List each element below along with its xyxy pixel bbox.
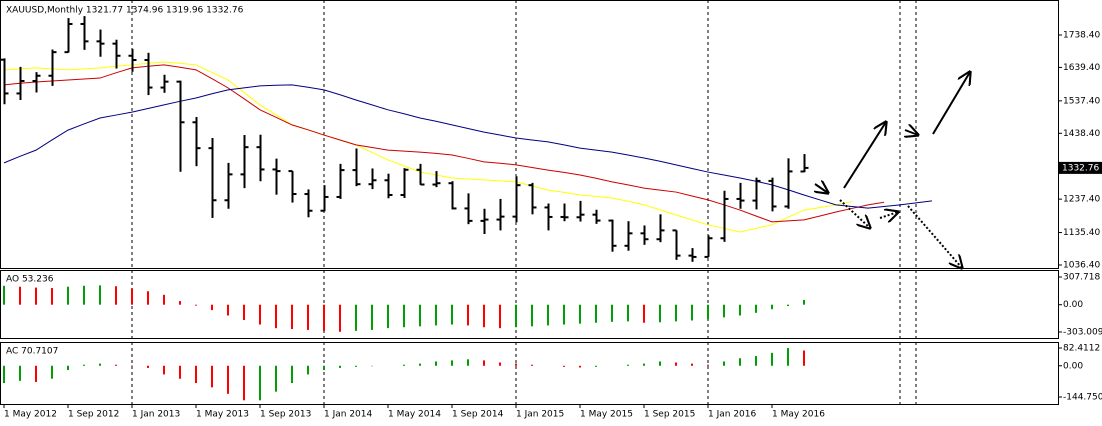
ohlc-bar	[208, 137, 217, 218]
ohlc-bar	[640, 225, 649, 245]
arrow	[932, 72, 970, 135]
arrow	[815, 184, 828, 193]
ohlc-bar	[480, 208, 489, 234]
ohlc-bar	[544, 203, 553, 231]
x-tick-label: 1 Jan 2015	[516, 410, 564, 420]
ohlc-bar	[48, 49, 57, 86]
arrow	[907, 205, 962, 268]
arrow	[843, 122, 886, 189]
y-tick-label: 1237.40	[1063, 195, 1100, 205]
x-tick-label: 1 May 2015	[580, 410, 633, 420]
arrow	[905, 130, 918, 135]
ao-title: AO 53.236	[6, 275, 54, 285]
x-tick-label: 1 May 2013	[196, 410, 249, 420]
ohlc-bar	[64, 18, 73, 54]
ao-pane	[0, 270, 1059, 339]
ohlc-bar	[16, 66, 25, 100]
ohlc-bar	[624, 221, 633, 251]
ohlc-bar	[320, 185, 329, 212]
x-tick-label: 1 May 2014	[388, 410, 441, 420]
ohlc-bar	[704, 235, 713, 258]
price-box	[1058, 161, 1102, 174]
ohlc-bar	[384, 173, 393, 199]
arrow	[839, 199, 870, 228]
ohlc-bar	[144, 52, 153, 96]
y-tick-label: 0.00	[1063, 361, 1083, 371]
ohlc-bar	[464, 193, 473, 225]
ohlc-bar	[752, 177, 761, 210]
moving-average	[3, 84, 933, 209]
ohlc-bar	[288, 170, 297, 203]
y-tick-label: 1438.40	[1063, 129, 1100, 139]
ohlc-bar	[416, 163, 425, 186]
moving-average	[3, 64, 885, 223]
ohlc-bar	[656, 214, 665, 243]
y-tick-label: 0.00	[1063, 300, 1083, 310]
ohlc-bar	[784, 158, 793, 209]
ohlc-bar	[592, 209, 601, 224]
y-tick-label: 1639.40	[1063, 63, 1100, 73]
ohlc-bar	[352, 148, 361, 187]
y-tick-label: -303.009	[1063, 328, 1102, 338]
ohlc-bar	[160, 74, 169, 93]
ohlc-bar	[432, 171, 441, 188]
ohlc-bar	[720, 190, 729, 242]
y-tick-label: -144.7504	[1063, 392, 1102, 402]
ohlc-bar	[400, 168, 409, 198]
ohlc-bar	[128, 48, 137, 72]
ohlc-bar	[192, 117, 201, 167]
ohlc-bar	[448, 181, 457, 210]
ac-pane	[0, 342, 1059, 405]
ohlc-bar	[688, 248, 697, 262]
moving-average	[3, 61, 853, 233]
x-tick-label: 1 May 2012	[4, 410, 57, 420]
y-tick-label: 307.718	[1063, 272, 1100, 282]
current-price: 1332.76	[1062, 163, 1099, 173]
ohlc-bar	[272, 158, 281, 195]
ohlc-bar	[256, 134, 265, 182]
ohlc-bar	[224, 162, 233, 209]
x-tick-label: 1 Jan 2014	[324, 410, 372, 420]
ohlc-bar	[96, 29, 105, 57]
ohlc-bar	[32, 72, 41, 93]
x-tick-label: 1 Jan 2013	[132, 410, 180, 420]
y-tick-label: 1537.40	[1063, 96, 1100, 106]
ohlc-bar	[240, 135, 249, 189]
ohlc-bar	[736, 182, 745, 209]
y-tick-label: 1036.40	[1063, 260, 1100, 270]
ohlc-bar	[672, 229, 681, 260]
x-tick-label: 1 Sep 2012	[68, 410, 119, 420]
ohlc-bar	[768, 177, 777, 212]
ohlc-bar	[800, 154, 809, 173]
ohlc-bar	[528, 182, 537, 215]
chart-title: XAUUSD,Monthly 1321.77 1374.96 1319.96 1…	[6, 6, 244, 16]
y-tick-label: 1135.40	[1063, 228, 1100, 238]
ohlc-bar	[0, 58, 9, 105]
x-tick-label: 1 Sep 2014	[452, 410, 504, 420]
ohlc-bar	[608, 219, 617, 252]
x-tick-label: 1 Sep 2015	[644, 410, 695, 420]
x-tick-label: 1 Sep 2013	[260, 410, 311, 420]
ac-title: AC 70.7107	[6, 347, 58, 357]
x-tick-label: 1 Jan 2016	[708, 410, 756, 420]
ohlc-bar	[304, 189, 313, 218]
y-tick-label: 1738.40	[1063, 30, 1100, 40]
y-tick-label: 82.4112	[1063, 343, 1100, 353]
ohlc-bar	[576, 200, 585, 222]
ohlc-bar	[496, 198, 505, 231]
annotation-arrows	[815, 72, 970, 268]
arrow	[879, 212, 898, 218]
ohlc-bar	[112, 39, 121, 69]
ohlc-bar	[80, 16, 89, 50]
ohlc-bar	[512, 176, 521, 223]
ohlc-bar	[176, 80, 185, 172]
ohlc-bar	[368, 168, 377, 190]
ohlc-bar	[560, 203, 569, 222]
ohlc-bar	[336, 163, 345, 199]
x-tick-label: 1 May 2016	[772, 410, 825, 420]
